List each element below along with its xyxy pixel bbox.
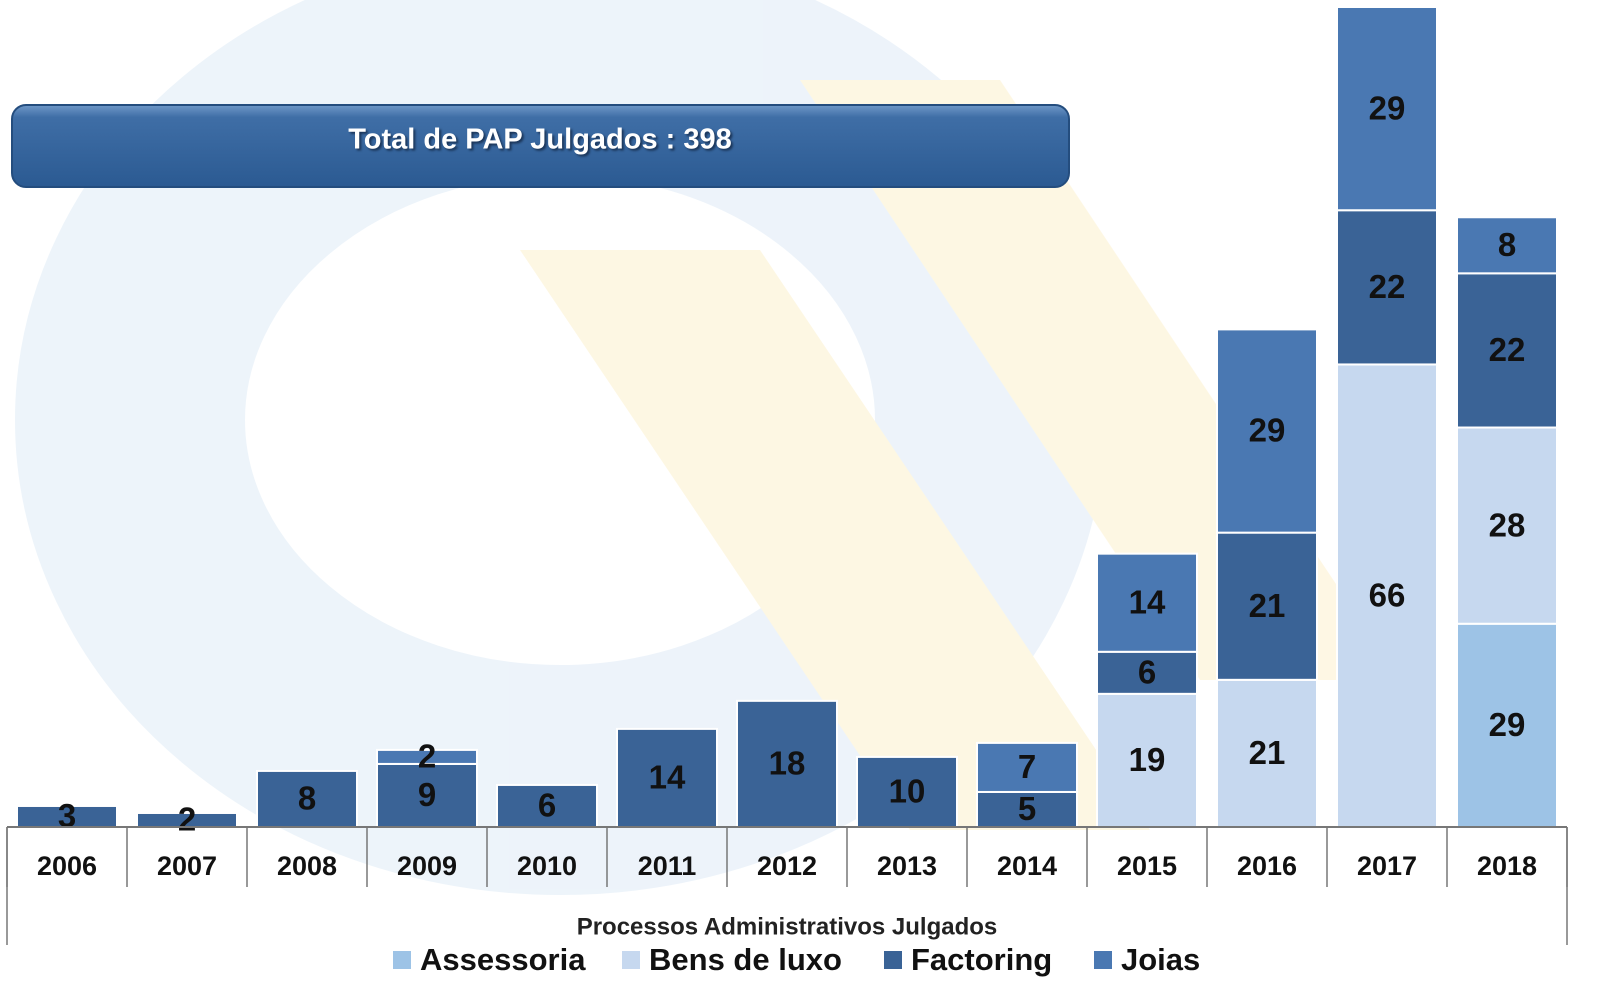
- data-label: 19: [1129, 741, 1166, 778]
- chart: 32892614181057196142121296622292928228 T…: [0, 0, 1600, 998]
- x-tick-label: 2009: [397, 851, 457, 881]
- chart-title: Total de PAP Julgados : 398: [348, 124, 732, 156]
- x-tick-label: 2016: [1237, 851, 1297, 881]
- data-label: 29: [1369, 89, 1406, 126]
- data-label: 3: [58, 797, 76, 834]
- x-tick-label: 2013: [877, 851, 937, 881]
- data-label: 22: [1369, 268, 1406, 305]
- data-label: 10: [889, 773, 926, 810]
- legend-label: Assessoria: [420, 942, 586, 977]
- legend-swatch: [622, 951, 640, 969]
- data-label: 5: [1018, 790, 1036, 827]
- data-label: 21: [1249, 734, 1286, 771]
- data-label: 7: [1018, 748, 1036, 785]
- legend-label: Bens de luxo: [649, 942, 842, 977]
- x-tick-label: 2007: [157, 851, 217, 881]
- x-tick-label: 2018: [1477, 851, 1537, 881]
- data-label: 22: [1489, 331, 1526, 368]
- data-label: 2: [178, 801, 196, 838]
- x-tick-label: 2017: [1357, 851, 1417, 881]
- legend-swatch: [884, 951, 902, 969]
- data-label: 29: [1489, 706, 1526, 743]
- legend-label: Joias: [1121, 942, 1200, 977]
- data-label: 6: [1138, 654, 1156, 691]
- data-label: 6: [538, 787, 556, 824]
- x-tick-label: 2006: [37, 851, 97, 881]
- data-label: 29: [1249, 412, 1286, 449]
- x-tick-label: 2010: [517, 851, 577, 881]
- data-label: 66: [1369, 576, 1406, 613]
- x-tick-label: 2012: [757, 851, 817, 881]
- data-label: 28: [1489, 506, 1526, 543]
- data-label: 14: [649, 759, 686, 796]
- page: {"chart_data": {"type": "stacked-bar", "…: [0, 0, 1600, 998]
- data-label: 18: [769, 745, 806, 782]
- x-tick-label: 2014: [997, 851, 1057, 881]
- data-label: 8: [1498, 226, 1516, 263]
- data-label: 21: [1249, 587, 1286, 624]
- x-tick-label: 2011: [638, 851, 697, 881]
- legend-swatch: [1094, 951, 1112, 969]
- x-tick-label: 2008: [277, 851, 337, 881]
- legend-label: Factoring: [911, 942, 1052, 977]
- data-label: 14: [1129, 583, 1166, 620]
- data-label: 8: [298, 780, 316, 817]
- legend-swatch: [393, 951, 411, 969]
- x-axis-title: Processos Administrativos Julgados: [577, 913, 998, 940]
- data-label: 2: [418, 738, 436, 775]
- data-label: 9: [418, 776, 436, 813]
- x-tick-label: 2015: [1117, 851, 1177, 881]
